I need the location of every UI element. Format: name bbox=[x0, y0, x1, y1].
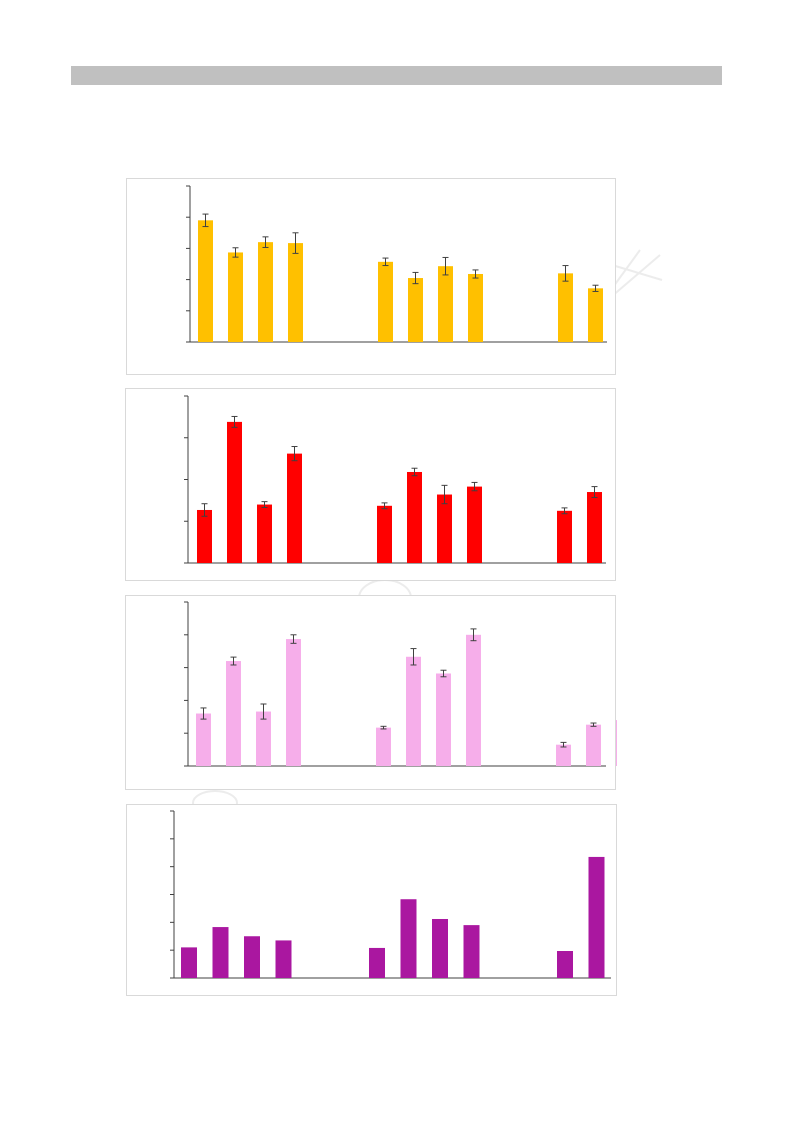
bar bbox=[227, 421, 242, 563]
bar bbox=[287, 453, 302, 563]
bar bbox=[466, 634, 481, 766]
bar bbox=[376, 727, 391, 766]
chart-panel-purple bbox=[126, 804, 617, 996]
bar bbox=[408, 278, 423, 342]
bar bbox=[377, 505, 392, 563]
bar bbox=[256, 711, 271, 766]
bar bbox=[288, 243, 303, 342]
bar bbox=[407, 471, 422, 563]
bar bbox=[588, 856, 605, 978]
bar bbox=[616, 720, 617, 766]
bar bbox=[228, 252, 243, 342]
bar bbox=[586, 724, 601, 766]
bar bbox=[181, 947, 197, 978]
bar bbox=[557, 510, 572, 563]
bar bbox=[463, 925, 480, 978]
bar bbox=[406, 656, 421, 766]
bar bbox=[197, 509, 212, 563]
chart-panel-orange bbox=[126, 178, 616, 375]
bar bbox=[588, 288, 603, 342]
chart-panel-pink bbox=[125, 595, 617, 790]
bar bbox=[244, 936, 260, 978]
header-bar bbox=[71, 66, 722, 85]
bar bbox=[212, 927, 229, 978]
bar bbox=[587, 492, 602, 563]
bar bbox=[467, 486, 482, 563]
bar bbox=[378, 261, 393, 342]
bar bbox=[258, 242, 273, 342]
bar-chart-pink bbox=[184, 601, 617, 767]
bar-chart-orange bbox=[186, 185, 607, 343]
bar bbox=[400, 899, 417, 978]
bar bbox=[196, 713, 211, 766]
bar-chart-red bbox=[184, 395, 606, 564]
bar bbox=[275, 940, 292, 978]
bar bbox=[257, 504, 272, 563]
bar bbox=[226, 661, 241, 766]
bar bbox=[432, 918, 448, 978]
bar bbox=[286, 639, 301, 766]
bar bbox=[557, 951, 573, 978]
bar bbox=[198, 220, 213, 342]
bar bbox=[556, 744, 571, 766]
bar-chart-purple bbox=[170, 810, 611, 979]
bar bbox=[437, 494, 452, 563]
bar bbox=[438, 266, 453, 342]
bar bbox=[468, 273, 483, 342]
bar bbox=[558, 273, 573, 342]
bar bbox=[436, 673, 451, 766]
bar bbox=[369, 947, 385, 978]
chart-panel-red bbox=[125, 388, 616, 581]
